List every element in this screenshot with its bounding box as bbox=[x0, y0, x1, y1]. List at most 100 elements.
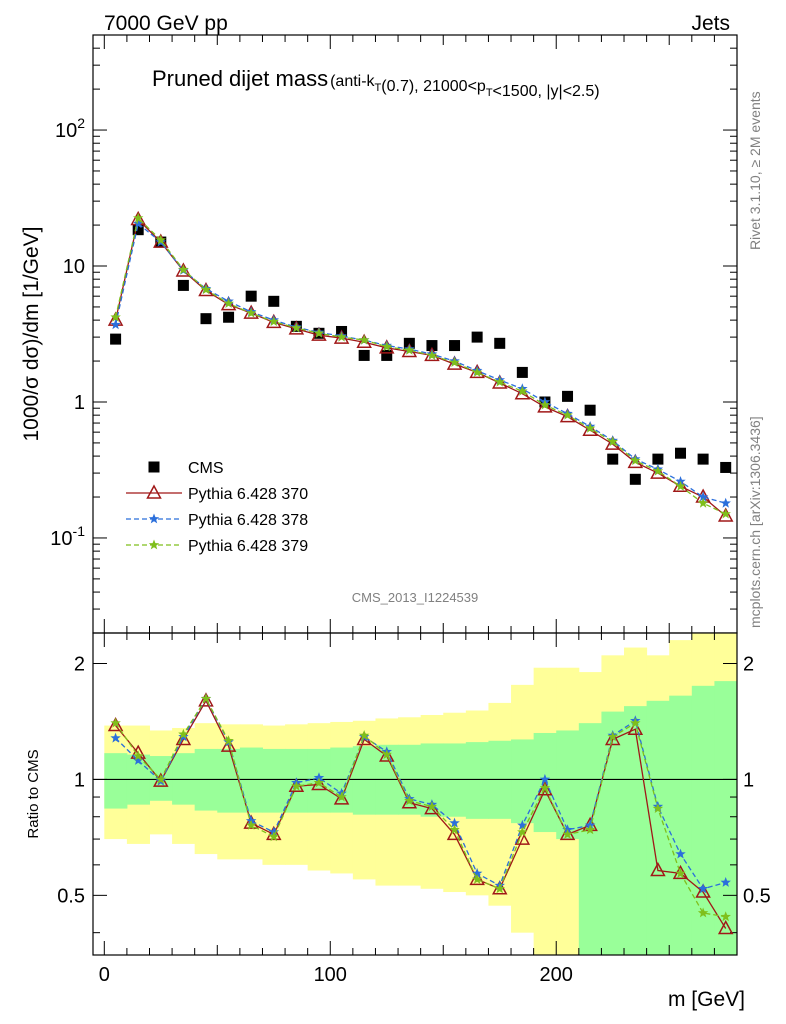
legend-marker bbox=[146, 484, 162, 499]
uncertainty-bands bbox=[104, 633, 737, 955]
band-green bbox=[714, 681, 737, 955]
data-point bbox=[133, 218, 144, 229]
ratio-point bbox=[449, 824, 460, 835]
ratio-series bbox=[107, 692, 734, 935]
data-point bbox=[268, 295, 280, 307]
data-point bbox=[582, 421, 598, 436]
data-point bbox=[110, 319, 121, 330]
series-line bbox=[114, 222, 726, 504]
data-point bbox=[539, 399, 551, 410]
data-point bbox=[155, 234, 166, 245]
data-point bbox=[650, 464, 666, 479]
ratio-y-tick-label-right: 1 bbox=[743, 769, 754, 791]
band-green bbox=[556, 730, 580, 840]
ratio-point bbox=[630, 717, 641, 728]
data-point bbox=[381, 341, 392, 352]
band-green bbox=[601, 711, 625, 955]
data-point bbox=[584, 404, 596, 416]
legend-label: Pythia 6.428 378 bbox=[188, 512, 308, 529]
ratio-point bbox=[333, 790, 350, 805]
data-point bbox=[607, 436, 618, 447]
band-green bbox=[646, 700, 670, 955]
band-green bbox=[465, 742, 489, 819]
band-green bbox=[104, 753, 128, 809]
ratio-point bbox=[313, 777, 325, 788]
data-point bbox=[404, 344, 415, 355]
legend-label: Pythia 6.428 379 bbox=[188, 538, 308, 555]
legend-marker bbox=[148, 539, 160, 550]
ratio-point bbox=[266, 825, 282, 841]
data-point bbox=[652, 465, 664, 476]
data-point bbox=[675, 480, 686, 491]
ratio-point bbox=[604, 730, 621, 746]
ratio-line bbox=[115, 697, 726, 918]
ratio-y-tick-label-right: 0.5 bbox=[743, 885, 771, 907]
band-green bbox=[262, 748, 286, 813]
data-point bbox=[268, 316, 279, 327]
chart-title: Pruned dijet mass (anti-kT(0.7), 21000<pT… bbox=[152, 66, 600, 100]
ratio-point bbox=[404, 795, 415, 806]
band-green bbox=[352, 746, 376, 815]
band-green bbox=[511, 739, 535, 824]
data-point bbox=[200, 313, 212, 325]
data-point bbox=[720, 508, 731, 519]
data-point bbox=[717, 507, 734, 522]
main-y-axis-label: 1000/σ dσ)/dm [1/GeV] bbox=[20, 226, 43, 441]
side-label-bottom: mcplots.cern.ch [arXiv:1306.3436] bbox=[747, 416, 763, 628]
legend-entry: CMS bbox=[148, 460, 224, 477]
ratio-point bbox=[697, 883, 709, 894]
data-point bbox=[630, 455, 641, 466]
x-tick-label: 200 bbox=[540, 964, 573, 986]
data-point bbox=[245, 307, 257, 318]
ratio-y-tick-label: 0.5 bbox=[57, 885, 85, 907]
ratio-point bbox=[313, 772, 325, 783]
data-point bbox=[446, 355, 463, 370]
legend-entry: Pythia 6.428 379 bbox=[126, 538, 308, 555]
analysis-id-label: CMS_2013_I1224539 bbox=[352, 590, 479, 605]
ratio-point bbox=[381, 749, 392, 759]
y-tick-label: 1 bbox=[74, 392, 85, 414]
ratio-point bbox=[133, 750, 144, 761]
ratio-point bbox=[607, 731, 618, 742]
data-point bbox=[381, 349, 393, 361]
ratio-point bbox=[336, 791, 347, 802]
ratio-point bbox=[697, 907, 709, 918]
data-point bbox=[449, 340, 461, 352]
ratio-point bbox=[539, 782, 551, 793]
main-plot: 10-1 1 10 102 1000/σ dσ)/dm [1/GeV] Pruned di… bbox=[20, 34, 738, 634]
ratio-point bbox=[133, 755, 144, 765]
ratio-point bbox=[223, 735, 234, 746]
data-point bbox=[358, 349, 370, 361]
side-label-top: Rivet 3.1.10, ≥ 2M events bbox=[747, 91, 763, 250]
data-point bbox=[720, 497, 731, 508]
legend-entry: Pythia 6.428 370 bbox=[126, 484, 308, 503]
ratio-point bbox=[627, 720, 644, 735]
data-point bbox=[110, 311, 121, 322]
ratio-point bbox=[198, 692, 214, 707]
data-point bbox=[313, 327, 325, 338]
legend-marker bbox=[148, 461, 160, 473]
ratio-point bbox=[652, 803, 664, 813]
ratio-point bbox=[537, 781, 553, 796]
header-right-label: Jets bbox=[691, 12, 730, 35]
data-point bbox=[449, 357, 460, 367]
ratio-point bbox=[426, 801, 438, 812]
header-left-label: 7000 GeV pp bbox=[104, 12, 228, 35]
series-3 bbox=[110, 212, 731, 519]
data-point bbox=[697, 491, 709, 502]
ratio-y-axis-label: Ratio to CMS bbox=[25, 749, 42, 838]
band-green bbox=[217, 748, 241, 813]
data-point bbox=[358, 334, 370, 345]
band-green bbox=[420, 743, 444, 817]
legend-label: Pythia 6.428 370 bbox=[188, 486, 308, 503]
ratio-point bbox=[175, 730, 192, 746]
data-point bbox=[652, 453, 664, 465]
ratio-point bbox=[200, 693, 212, 704]
data-point bbox=[336, 331, 347, 342]
ratio-plot-frame bbox=[92, 632, 738, 956]
data-point bbox=[132, 224, 144, 236]
ratio-point bbox=[446, 825, 463, 841]
ratio-point bbox=[717, 919, 734, 935]
ratio-point bbox=[650, 861, 666, 877]
